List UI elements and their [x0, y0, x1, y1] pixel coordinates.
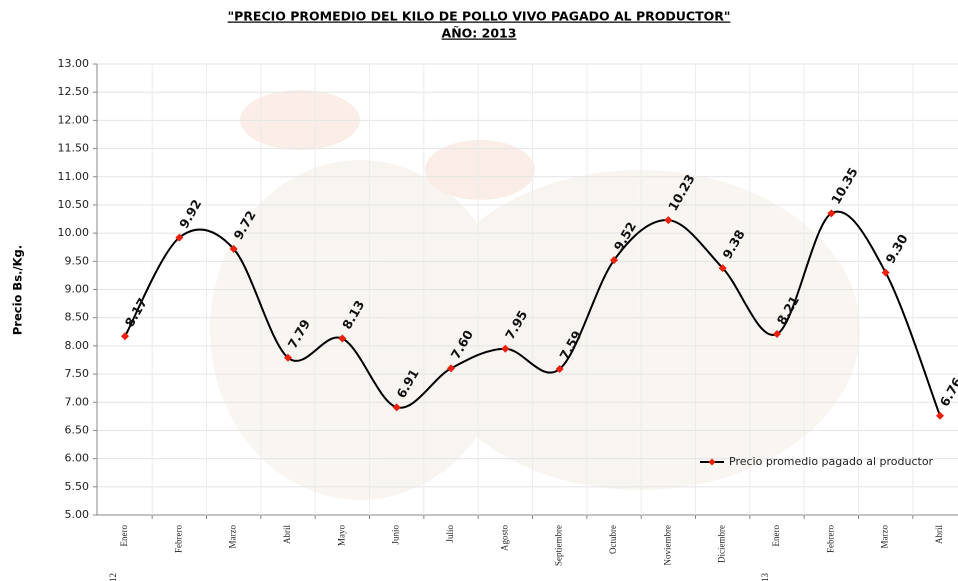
x-tick-label: Noviembre: [662, 525, 672, 566]
chart-subtitle: AÑO: 2013: [442, 26, 517, 41]
y-tick-label: 9.50: [65, 254, 90, 267]
y-axis-label: Precio Bs./Kg.: [11, 245, 25, 335]
y-tick-label: 9.00: [65, 283, 90, 296]
x-tick-label: Marzo: [228, 525, 238, 549]
chart: "PRECIO PROMEDIO DEL KILO DE POLLO VIVO …: [0, 0, 958, 581]
y-tick-label: 10.00: [58, 226, 90, 239]
y-tick-label: 7.00: [65, 395, 90, 408]
x-tick-label: Abril: [934, 525, 944, 544]
x-tick-label: Diciembre: [717, 525, 727, 563]
x-tick-label: Junio: [391, 525, 401, 545]
y-tick-label: 11.50: [58, 142, 90, 155]
x-tick-label: Febrero: [173, 525, 183, 553]
x-tick-label: Octubre: [608, 525, 618, 554]
x-group-label: 2012: [108, 573, 118, 581]
chart-title: "PRECIO PROMEDIO DEL KILO DE POLLO VIVO …: [228, 9, 731, 24]
y-tick-label: 8.50: [65, 311, 90, 324]
y-tick-label: 11.00: [58, 170, 90, 183]
y-tick-label: 7.50: [65, 367, 90, 380]
x-tick-label: Julio: [445, 525, 455, 543]
x-group-label: 2013: [760, 573, 770, 581]
y-tick-label: 12.00: [58, 113, 90, 126]
y-tick-label: 8.00: [65, 339, 90, 352]
x-tick-label: Febrero: [825, 525, 835, 553]
y-tick-label: 12.50: [58, 85, 90, 98]
y-tick-label: 6.00: [65, 452, 90, 465]
legend-label: Precio promedio pagado al productor: [729, 455, 934, 468]
y-tick-label: 5.50: [65, 480, 90, 493]
x-tick-label: Enero: [119, 525, 129, 547]
x-tick-label: Marzo: [880, 525, 890, 549]
x-tick-label: Agosto: [499, 525, 509, 552]
x-tick-label: Enero: [771, 525, 781, 547]
y-tick-label: 6.50: [65, 423, 90, 436]
x-tick-label: Abril: [282, 525, 292, 544]
y-tick-label: 5.00: [65, 508, 90, 521]
y-tick-label: 13.00: [58, 57, 90, 70]
x-tick-label: Mayo: [336, 525, 346, 546]
x-tick-label: Septiembre: [554, 525, 564, 566]
y-tick-label: 10.50: [58, 198, 90, 211]
